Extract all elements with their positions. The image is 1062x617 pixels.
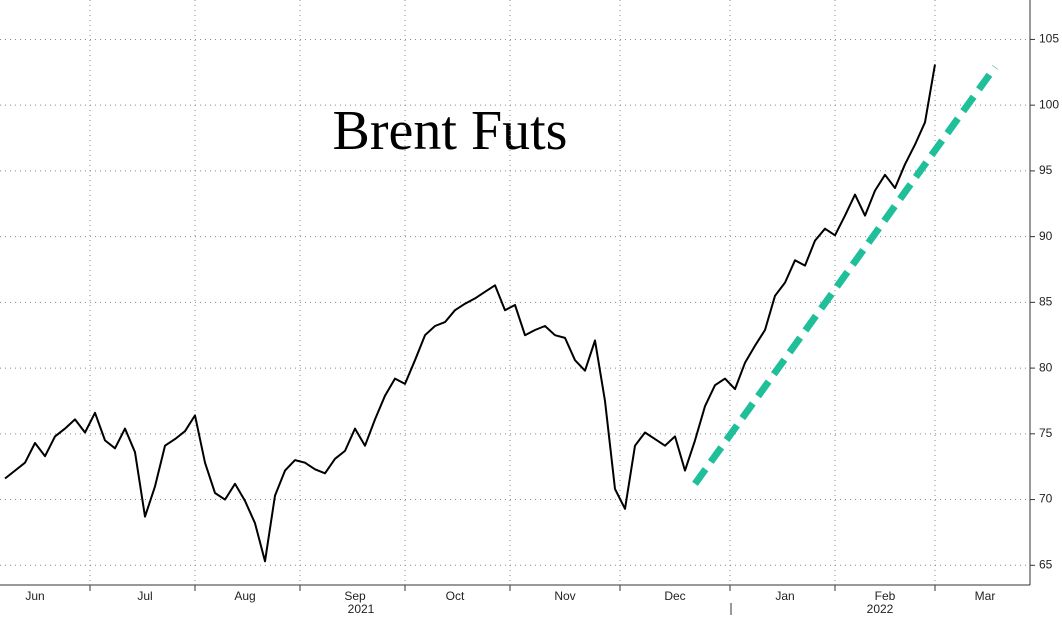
year-label: 2021 [348, 602, 375, 616]
y-tick-label: 95 [1039, 163, 1053, 177]
x-tick-label: Dec [664, 589, 685, 603]
y-tick-label: 90 [1039, 229, 1053, 243]
y-tick-label: 100 [1039, 97, 1059, 111]
trend-line [692, 64, 998, 486]
price-line [4, 64, 936, 563]
y-tick-label: 70 [1039, 492, 1053, 506]
y-tick-label: 105 [1039, 32, 1059, 46]
x-tick-label: Mar [975, 589, 996, 603]
x-tick-label: Jun [25, 589, 44, 603]
x-tick-label: Jul [137, 589, 152, 603]
y-tick-label: 75 [1039, 426, 1053, 440]
y-tick-label: 80 [1039, 360, 1053, 374]
x-tick-label: Jan [775, 589, 794, 603]
year-label: 2022 [867, 602, 894, 616]
x-tick-label: Feb [875, 589, 896, 603]
x-tick-label: Aug [234, 589, 255, 603]
x-tick-label: Oct [446, 589, 465, 603]
x-tick-label: Nov [554, 589, 575, 603]
y-tick-label: 85 [1039, 295, 1053, 309]
chart-title: Brent Futs [333, 100, 568, 162]
x-tick-label: Sep [344, 589, 366, 603]
y-tick-label: 65 [1039, 557, 1053, 571]
